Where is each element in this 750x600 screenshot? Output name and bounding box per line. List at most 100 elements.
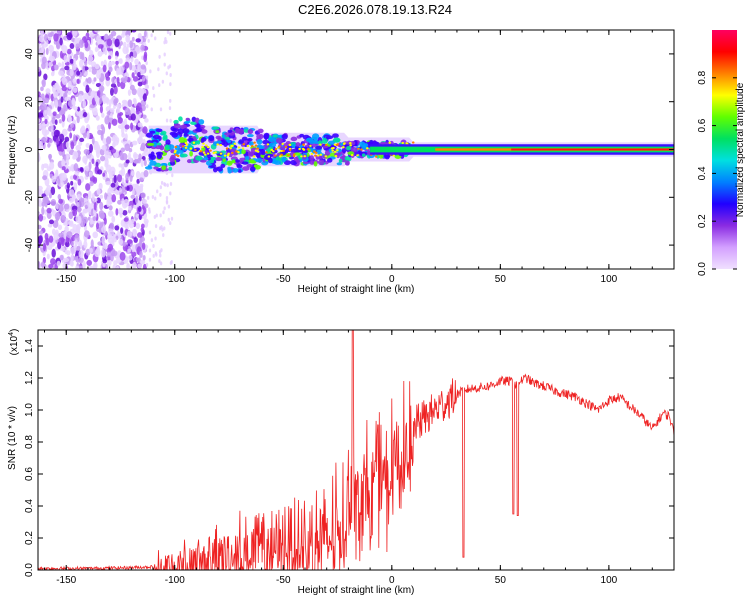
spectrogram-noise-cell (54, 212, 61, 221)
spectrogram-noise-cell (119, 187, 122, 193)
spectrogram-core-cell (204, 144, 208, 147)
spectrogram-noise-cell (169, 191, 172, 196)
spectrogram-signal-cell (237, 128, 244, 135)
spectrogram-noise-cell (150, 238, 154, 243)
spectrogram-noise-cell (161, 79, 165, 84)
spectrogram-noise-cell (50, 186, 56, 196)
spectrogram-noise-cell (58, 232, 64, 238)
spectrogram-signal-cell (313, 161, 318, 167)
snr-series-line (38, 330, 674, 570)
spectrogram-noise-cell (126, 230, 133, 238)
spectrogram-noise-cell (78, 265, 83, 269)
spectrogram-signal-cell (173, 119, 179, 124)
spectrogram-core-cell (246, 144, 250, 148)
spectrogram-noise-cell (124, 61, 130, 69)
spectrogram-noise-cell (101, 225, 107, 234)
spectrogram-signal-cell (169, 156, 175, 163)
spectrogram-core-cell (216, 143, 219, 146)
spectrogram-noise-cell (104, 149, 109, 156)
spectrogram-noise-cell (66, 182, 71, 189)
spectrogram-noise-cell (158, 259, 161, 264)
spectrogram-noise-cell (154, 251, 158, 256)
spectrogram-noise-cell (133, 204, 138, 210)
spectrogram-noise-cell (107, 243, 114, 252)
spectrogram-noise-cell (40, 261, 45, 268)
spectrogram-signal-cell (246, 163, 253, 168)
spectrogram-noise-cell (137, 71, 141, 78)
spectrogram-core-cell (174, 149, 177, 152)
spectrogram-noise-cell (147, 38, 150, 43)
spectrogram-noise-cell (82, 260, 86, 269)
spectrogram-x-ticks: -150 -100 -50 0 50 100 (44, 30, 675, 285)
spectrogram-noise-cell (38, 106, 42, 111)
spectrogram-noise-cell (51, 248, 56, 258)
spectrogram-core-cell (278, 145, 281, 148)
spectrogram-noise-cell (131, 72, 135, 79)
spectrogram-noise-cell (76, 193, 81, 200)
spectrogram-noise-cell (159, 261, 163, 266)
spectrogram-noise-cell (73, 182, 78, 191)
spectrogram-core-cell (174, 153, 178, 156)
spectrogram-noise-cell (57, 62, 62, 68)
spectrogram-signal-cell (299, 133, 305, 138)
spectrogram-noise-cell (162, 210, 165, 215)
spectrogram-noise-cell (86, 130, 90, 140)
spectrogram-noise-cell (109, 230, 115, 236)
spectrogram-noise-cell (76, 223, 81, 231)
spectrogram-signal-cell (216, 140, 222, 144)
spectrogram-signal-cell (241, 149, 246, 155)
spectrogram-noise-cell (70, 254, 74, 263)
spectrogram-noise-cell (109, 108, 115, 113)
spectrogram-noise-cell (118, 66, 122, 75)
spectrogram-noise-cell (163, 226, 166, 231)
spectrogram-noise-cell (124, 133, 128, 140)
spectrogram-noise-cell (49, 55, 56, 62)
spectrogram-noise-cell (116, 173, 123, 183)
spectrogram-noise-cell (93, 77, 97, 82)
spectrogram-signal-cell (364, 143, 369, 148)
spectrogram-noise-cell (91, 192, 95, 202)
spectrogram-noise-cell (137, 205, 142, 213)
spectrogram-noise-cell (55, 138, 60, 145)
spectrogram-noise-cell (63, 203, 70, 210)
spectrogram-y-ticks: -40 -20 0 20 40 (24, 48, 674, 252)
spectrogram-noise-cell (72, 78, 77, 84)
spectrogram-signal-cell (317, 140, 323, 145)
spectrogram-noise-cell (110, 148, 117, 154)
spectrogram-noise-cell (38, 140, 42, 148)
spectrogram-signal-cell (190, 121, 197, 125)
x-tick-label: -150 (56, 575, 76, 586)
spectrogram-noise-cell (96, 144, 101, 153)
spectrogram-noise-cell (160, 180, 164, 185)
spectrogram-signal-cell (309, 155, 314, 161)
spectrogram-noise-cell (48, 219, 55, 225)
spectrogram-signal-cell (212, 167, 218, 173)
spectrogram-signal-cell (247, 138, 253, 142)
spectrogram-noise-cell (102, 64, 107, 73)
spectrogram-noise-cell (40, 102, 46, 110)
spectrogram-noise-cell (135, 38, 141, 43)
spectrogram-core-cell (388, 141, 392, 144)
spectrogram-noise-cell (127, 205, 132, 211)
spectrogram-noise-cell (135, 222, 141, 230)
spectrogram-noise-cell (97, 124, 101, 130)
spectrogram-panel: -150 -100 -50 0 50 100 -40 -20 0 20 40 Height of … (7, 29, 675, 295)
spectrogram-core-cell (230, 151, 234, 155)
spectrogram-noise-cell (82, 65, 86, 74)
spectrogram-noise-cell (69, 175, 74, 180)
spectrogram-signal-cell (153, 166, 159, 170)
spectrogram-noise-cell (80, 167, 84, 173)
spectrogram-noise-cell (77, 215, 82, 225)
spectrogram-noise-cell (50, 124, 54, 133)
spectrogram-noise-cell (82, 132, 87, 139)
spectrogram-noise-cell (124, 76, 128, 81)
spectrogram-core-cell (342, 146, 345, 149)
spectrogram-noise-cell (122, 46, 129, 55)
spectrogram-noise-cell (129, 61, 133, 71)
spectrogram-core-cell (302, 143, 305, 146)
spectrogram-signal-cell (212, 126, 220, 130)
spectrogram-signal-cell (152, 134, 161, 140)
spectrogram-core-cell (250, 144, 254, 148)
spectrogram-core-cell (332, 146, 335, 150)
spectrogram-noise-cell (50, 198, 57, 207)
